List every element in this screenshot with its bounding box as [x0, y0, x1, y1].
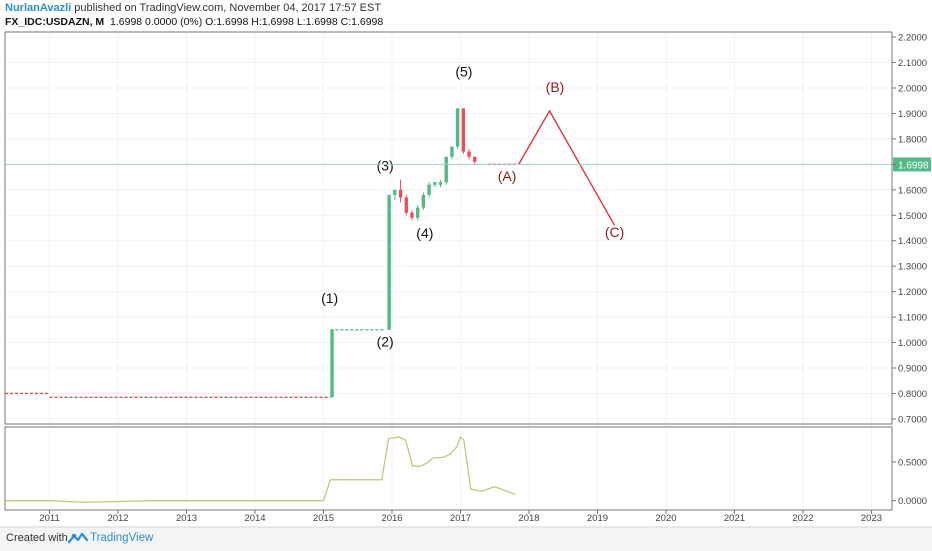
- candle-body: [398, 189, 403, 198]
- time-tick-label: 2011: [39, 513, 59, 524]
- time-tick-label: 2013: [176, 513, 197, 524]
- author-link[interactable]: NurlanAvazli: [5, 2, 72, 14]
- wave-label: (B): [546, 79, 565, 95]
- last-price-tag: [893, 157, 931, 172]
- price-tick-label: 2.0000: [898, 84, 927, 95]
- wave-label: (2): [377, 333, 394, 349]
- candle-body: [404, 197, 408, 213]
- time-tick-label: 2016: [381, 513, 402, 524]
- price-tick-label: 0.8000: [898, 389, 927, 400]
- candle-body: [473, 156, 477, 162]
- candle-body: [433, 182, 437, 185]
- wave-label: (A): [498, 168, 517, 184]
- time-tick-label: 2020: [655, 513, 676, 524]
- price-tick-label: 1.3000: [898, 262, 927, 273]
- candle-body: [461, 108, 466, 152]
- osc-tick-label: 0.5000: [898, 457, 927, 468]
- projection-path: [518, 109, 616, 226]
- ohlc-readout: 1.6998 0.0000 (0%) O:1.6998 H:1.6998 L:1…: [110, 16, 384, 28]
- time-tick-label: 2018: [518, 513, 539, 524]
- time-tick-label: 2014: [244, 513, 265, 524]
- time-tick-label: 2015: [313, 513, 334, 524]
- chart-area[interactable]: (1)(2)(3)(4)(5)(A)(B)(C) 1.6998 0.70000.…: [0, 0, 932, 527]
- candle-body: [455, 108, 460, 147]
- symbol-legend: FX_IDC:USDAZN, M 1.6998 0.0000 (0%) O:1.…: [5, 16, 383, 29]
- candle-body: [427, 184, 431, 195]
- time-axis[interactable]: 2011 2012 2013 2014 2015 2016 2017 2018 2019 2020…: [39, 510, 882, 524]
- publish-header: NurlanAvazli published on TradingView.co…: [5, 2, 381, 15]
- footer-bar: Created with TradingView: [0, 527, 932, 551]
- created-with-text: Created with: [6, 532, 68, 544]
- chart-frame: [0, 31, 932, 527]
- price-tick-label: 1.9000: [898, 109, 927, 120]
- wave-label: (3): [377, 158, 394, 174]
- candle-body: [467, 151, 471, 157]
- price-tick-label: 1.6000: [898, 185, 927, 196]
- price-axis[interactable]: 0.7000 0.8000 0.9000 1.0000 1.1000 1.2000 1.30…: [892, 33, 927, 426]
- last-price-label: 1.6998: [898, 160, 929, 171]
- time-tick-label: 2019: [587, 513, 608, 524]
- price-tick-label: 1.0000: [898, 338, 927, 349]
- wave-label: (5): [455, 64, 472, 80]
- price-tick-label: 1.8000: [898, 134, 927, 145]
- oscillator-line: [5, 435, 516, 503]
- price-tick-label: 0.9000: [898, 364, 927, 375]
- wave-labels: (1) (2) (3) (4) (5) (A) (B) (C): [321, 64, 624, 350]
- grid-lines: [5, 32, 892, 510]
- last-price-line: 1.6998: [5, 157, 931, 172]
- candle-body: [421, 194, 426, 208]
- candle-body: [450, 146, 454, 157]
- tradingview-logo-icon[interactable]: [68, 531, 88, 547]
- time-tick-label: 2012: [107, 513, 128, 524]
- time-tick-label: 2023: [861, 513, 882, 524]
- candle-body: [393, 189, 397, 195]
- time-tick-label: 2022: [792, 513, 813, 524]
- price-tick-label: 1.1000: [898, 313, 927, 324]
- wave-label: (C): [605, 224, 624, 240]
- candlestick-series: [330, 108, 477, 398]
- flat-price-segments: [5, 163, 519, 398]
- price-tick-label: 1.5000: [898, 211, 927, 222]
- oscillator-pane-border: [4, 426, 893, 511]
- symbol-name: FX_IDC:USDAZN, M: [5, 16, 105, 28]
- price-tick-label: 2.2000: [898, 33, 927, 44]
- price-tick-label: 1.2000: [898, 287, 927, 298]
- candle-body: [444, 156, 448, 183]
- price-tick-label: 2.1000: [898, 58, 927, 69]
- main-pane-border: [4, 31, 893, 425]
- candle-body: [330, 329, 334, 398]
- price-tick-label: 0.7000: [898, 414, 927, 425]
- candle-body: [387, 194, 391, 330]
- price-tick-label: 1.4000: [898, 236, 927, 247]
- elliott-projection-line: [518, 109, 616, 226]
- oscillator-panel: 0.0000 0.5000: [5, 435, 927, 507]
- candle-body: [438, 182, 443, 185]
- tradingview-brand-link[interactable]: TradingView: [90, 532, 154, 544]
- publish-text: published on TradingView.com, November 0…: [74, 2, 382, 14]
- candle-body: [415, 207, 420, 218]
- time-tick-label: 2017: [450, 513, 471, 524]
- wave-label: (4): [416, 225, 433, 241]
- osc-tick-label: 0.0000: [898, 496, 927, 507]
- wave-label: (1): [321, 290, 338, 306]
- time-tick-label: 2021: [724, 513, 745, 524]
- candle-body: [410, 212, 414, 218]
